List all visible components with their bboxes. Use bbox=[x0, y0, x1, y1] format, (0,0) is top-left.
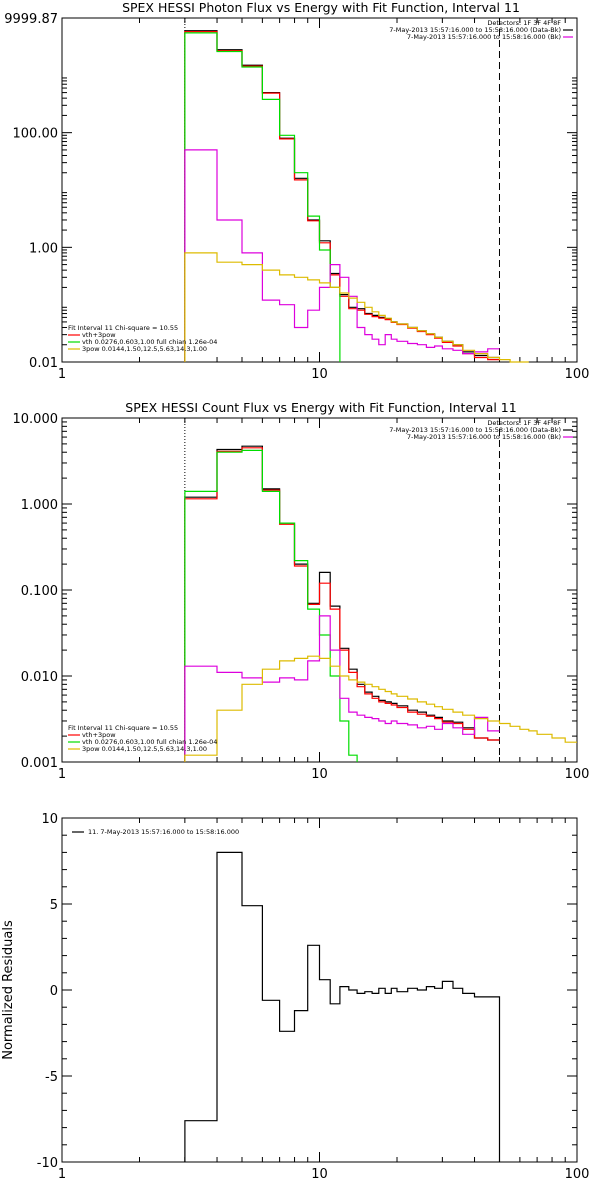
fit-legend-entry: Fit Interval 11 Chi-square = 10.55 bbox=[68, 324, 178, 332]
header-note: 7-May-2013 15:57:16.000 to 15:58:16.000 … bbox=[389, 426, 561, 434]
header-note: Detectors: 1F 3F 4F 8F bbox=[487, 19, 561, 27]
series-line-4 bbox=[184, 252, 529, 363]
x-tick-label: 10 bbox=[311, 367, 328, 382]
series-line-2 bbox=[184, 32, 341, 362]
residuals-panel: Normalized Residuals 1 10 100 10 5 0 -5 -10 11.… bbox=[1, 812, 589, 1182]
y-tick-label: 0 bbox=[50, 984, 58, 999]
series-line-3 bbox=[184, 615, 500, 762]
x-tick-label: 100 bbox=[565, 1167, 590, 1182]
series-line-0 bbox=[184, 30, 500, 362]
y-tick-label: 5 bbox=[50, 898, 58, 913]
series-line-0 bbox=[184, 445, 500, 762]
y-tick-label: 9999.87 bbox=[4, 12, 58, 27]
header-note: 7-May-2013 15:57:16.000 to 15:58:16.000 … bbox=[407, 433, 561, 441]
y-tick-label: 0.001 bbox=[21, 756, 58, 771]
header-note: 7-May-2013 15:57:16.000 to 15:58:16.000 … bbox=[407, 33, 561, 41]
fit-legend-entry: 3pow 0.0144,1.50,12.5,5.63,14.3,1.00 bbox=[82, 345, 207, 353]
y-tick-label: 0.01 bbox=[29, 356, 58, 371]
y-tick-label: -10 bbox=[37, 1156, 58, 1171]
y-tick-label: 1.00 bbox=[29, 241, 58, 256]
x-tick-label: 1 bbox=[58, 367, 66, 382]
y-tick-label: 1.000 bbox=[21, 498, 58, 513]
fit-legend-entry: 3pow 0.0144,1.50,12.5,5.63,14.3,1.00 bbox=[82, 745, 207, 753]
y-tick-label: 100.00 bbox=[13, 127, 59, 142]
fit-legend-entry: vth 0.0276,0.603,1.00 full chian 1.26e-0… bbox=[82, 738, 217, 746]
header-note: Detectors: 1F 3F 4F 8F bbox=[487, 419, 561, 427]
x-tick-label: 1 bbox=[58, 767, 66, 782]
x-tick-label: 100 bbox=[565, 367, 590, 382]
photon-flux-panel: SPEX HESSI Photon Flux vs Energy with Fi… bbox=[4, 0, 589, 382]
y-tick-label: 0.010 bbox=[21, 670, 58, 685]
fit-legend-entry: vth+3pow bbox=[82, 731, 116, 739]
fit-legend-entry: Fit Interval 11 Chi-square = 10.55 bbox=[68, 724, 178, 732]
chart-title: SPEX HESSI Count Flux vs Energy with Fit… bbox=[125, 400, 516, 415]
fit-legend-entry: vth+3pow bbox=[82, 331, 116, 339]
x-tick-label: 10 bbox=[311, 1167, 328, 1182]
x-tick-label: 100 bbox=[565, 767, 590, 782]
y-tick-label: 10 bbox=[41, 812, 58, 827]
series-line-0 bbox=[184, 851, 501, 1162]
x-tick-label: 1 bbox=[58, 1167, 66, 1182]
series-line-1 bbox=[184, 447, 500, 762]
y-tick-label: 0.100 bbox=[21, 584, 58, 599]
y-tick-label: -5 bbox=[45, 1070, 58, 1085]
count-flux-panel: SPEX HESSI Count Flux vs Energy with Fit… bbox=[13, 400, 590, 782]
x-tick-label: 10 bbox=[311, 767, 328, 782]
y-tick-label: 10.000 bbox=[13, 412, 59, 427]
header-note: 7-May-2013 15:57:16.000 to 15:58:16.000 … bbox=[389, 26, 561, 34]
y-axis-label: Normalized Residuals bbox=[1, 920, 16, 1060]
series-line-1 bbox=[184, 31, 500, 362]
series-line-4 bbox=[184, 655, 577, 762]
chart-title: SPEX HESSI Photon Flux vs Energy with Fi… bbox=[122, 0, 520, 15]
legend-entry: 11. 7-May-2013 15:57:16.000 to 15:58:16.… bbox=[88, 828, 239, 836]
series-line-3 bbox=[184, 149, 500, 362]
fit-legend-entry: vth 0.0276,0.603,1.00 full chian 1.26e-0… bbox=[82, 338, 217, 346]
series-line-2 bbox=[184, 449, 358, 762]
